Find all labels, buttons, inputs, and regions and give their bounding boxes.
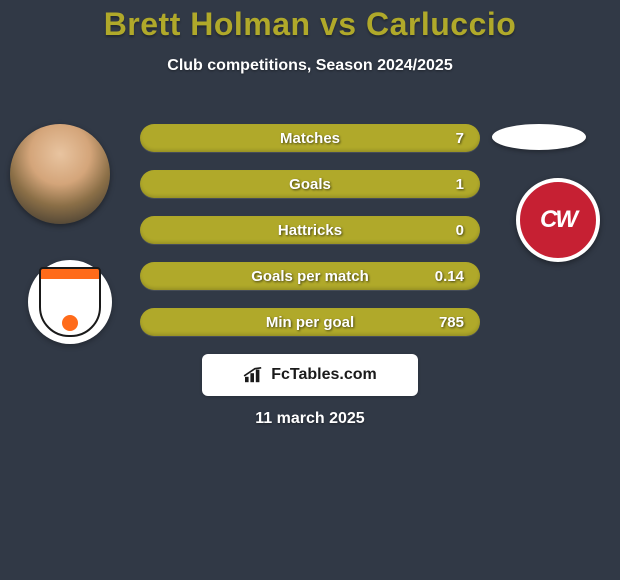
club-badge-left-shield	[39, 267, 101, 337]
stat-label: Hattricks	[140, 222, 480, 239]
stat-label: Min per goal	[140, 314, 480, 331]
stat-row: Min per goal 785	[140, 308, 480, 336]
stat-label: Goals per match	[140, 268, 480, 285]
stat-row: Goals 1	[140, 170, 480, 198]
stat-value: 7	[456, 130, 464, 147]
stat-value: 1	[456, 176, 464, 193]
page-title: Brett Holman vs Carluccio	[0, 0, 620, 43]
comparison-card: Brett Holman vs Carluccio Club competiti…	[0, 0, 620, 580]
stat-label: Goals	[140, 176, 480, 193]
bar-chart-icon	[243, 366, 265, 384]
stat-label: Matches	[140, 130, 480, 147]
stat-row: Goals per match 0.14	[140, 262, 480, 290]
player-right-avatar	[492, 124, 586, 150]
attribution-badge: FcTables.com	[202, 354, 418, 396]
stat-value: 785	[439, 314, 464, 331]
stat-value: 0.14	[435, 268, 464, 285]
club-badge-right: CW	[516, 178, 600, 262]
club-badge-left	[28, 260, 112, 344]
stats-list: Matches 7 Goals 1 Hattricks 0 Goals per …	[140, 124, 480, 354]
player-left-avatar	[10, 124, 110, 224]
club-badge-right-text: CW	[540, 206, 576, 234]
subtitle: Club competitions, Season 2024/2025	[0, 57, 620, 75]
date: 11 march 2025	[0, 410, 620, 428]
attribution-text: FcTables.com	[271, 366, 377, 384]
stat-row: Matches 7	[140, 124, 480, 152]
stat-row: Hattricks 0	[140, 216, 480, 244]
stat-value: 0	[456, 222, 464, 239]
